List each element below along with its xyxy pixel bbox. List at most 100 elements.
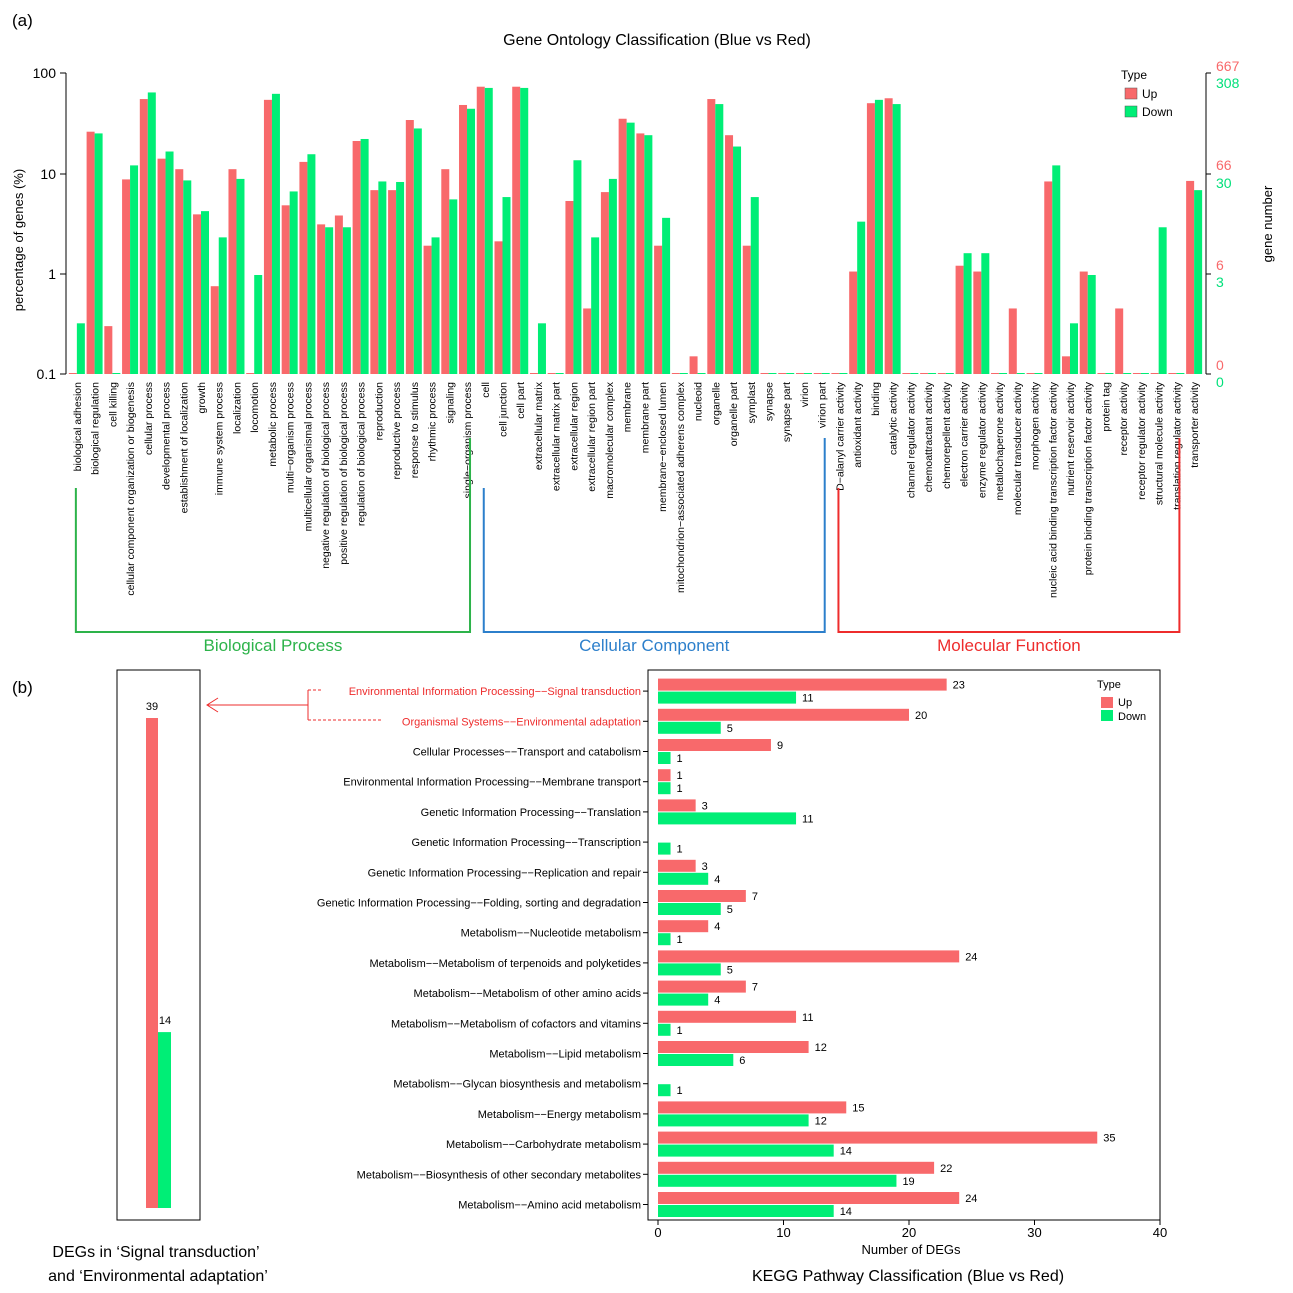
go-bar-up-stub [671,373,680,374]
go-category-label: enzyme regulator activity [976,381,988,498]
kegg-value-label: 24 [965,1193,977,1205]
kegg-bar-up [658,678,947,691]
go-left-tick-label: 10 [40,166,56,182]
go-bar-up-stub [1168,373,1177,374]
go-bar-down-stub [821,373,830,374]
go-bar-down [130,165,139,374]
go-bar-up [618,118,627,374]
go-bar-down [201,211,210,374]
go-bar-up [441,169,450,374]
kegg-value-label: 7 [752,982,758,994]
go-category-label: cell part [515,382,527,419]
go-category-label: protein binding transcription factor act… [1083,381,1095,575]
kegg-bar-up [658,1041,809,1053]
go-bar-down-stub [910,373,919,374]
go-bar-down-stub [1034,373,1043,374]
go-bar-down [502,197,511,374]
kegg-x-tick-label: 10 [776,1225,790,1240]
panel-b-label: (b) [12,678,33,697]
go-left-tick-label: 1 [48,266,56,282]
kegg-value-label: 24 [965,951,977,963]
kegg-bar-down [658,1023,671,1036]
go-bar-down [94,133,103,374]
go-bar-down [218,237,227,374]
kegg-bar-up [658,1101,847,1114]
kegg-value-label: 1 [677,783,683,795]
go-category-label: organelle [710,382,722,425]
go-category-label: locomotion [249,382,261,433]
go-category-label: metallochaperone activity [994,381,1006,500]
go-bar-down [254,274,263,374]
kegg-category-label: Genetic Information Processing−−Transcri… [412,837,641,849]
go-bar-down [981,253,990,374]
inset-down-label: 14 [159,1015,171,1027]
kegg-legend-swatch-down [1101,710,1113,721]
go-bar-down [626,122,635,374]
kegg-value-label: 14 [840,1206,852,1218]
go-bar-down [573,160,582,374]
go-category-label: extracellular matrix part [551,382,563,491]
go-bar-up [866,103,875,375]
go-bar-down [378,181,387,374]
go-bar-down [413,128,422,374]
go-bar-down [520,87,529,375]
kegg-bar-up [658,950,960,963]
go-bar-up [405,120,414,374]
go-bar-down [662,217,671,374]
go-bar-up [689,356,698,374]
kegg-value-label: 4 [714,995,720,1007]
go-bar-up [1008,308,1017,374]
kegg-bar-down [658,963,721,976]
kegg-category-label: Genetic Information Processing−−Replicat… [368,867,642,879]
go-bar-up-stub [1026,373,1035,374]
go-category-label: protein tag [1100,382,1112,432]
kegg-bar-up [658,769,671,782]
go-right-tick-down: 3 [1216,274,1224,290]
kegg-category-label: Metabolism−−Carbohydrate metabolism [446,1139,641,1151]
kegg-bar-down [658,903,721,915]
kegg-category-label: Metabolism−−Energy metabolism [478,1109,641,1121]
kegg-legend-down-label: Down [1118,711,1146,723]
go-category-label: biological regulation [90,382,102,475]
go-bar-up [1186,180,1195,374]
go-bar-up-stub [920,373,929,374]
group-bracket [482,438,826,633]
go-bar-down [165,151,174,374]
kegg-legend: Type Up Down [1097,679,1146,723]
go-category-label: mitochondrion−associated adherens comple… [675,381,687,593]
go-category-label: channel regulator activity [905,381,917,498]
go-bar-up [849,271,858,374]
go-bar-down [360,138,369,374]
kegg-bar-up [658,799,696,812]
go-legend-swatch-down [1124,105,1138,118]
kegg-category-label: Cellular Processes−−Transport and catabo… [413,747,641,759]
kegg-value-label: 1 [677,1085,683,1097]
go-category-label: synapse part [781,382,793,442]
go-bar-down [342,227,351,374]
kegg-category-label: Metabolism−−Metabolism of other amino ac… [414,988,642,1000]
go-category-label: multi−organism process [285,382,297,493]
go-bar-down [1052,165,1061,374]
kegg-value-label: 19 [902,1176,914,1188]
go-category-label: cellular process [143,382,155,455]
kegg-category-label: Environmental Information Processing−−Si… [349,686,641,698]
go-bar-up [654,245,663,374]
kegg-category-label: Metabolism−−Metabolism of terpenoids and… [370,958,642,970]
go-right-tick-up: 0 [1216,357,1224,373]
go-bar-up-stub [529,373,538,374]
go-category-label: electron carrier activity [959,381,971,487]
go-bar-up [955,265,964,374]
kegg-bar-down [658,933,671,946]
kegg-bar-down [658,1205,834,1217]
go-category-label: binding [870,382,882,416]
go-bar-down-stub [112,373,121,374]
go-bar-up [742,245,751,374]
kegg-bar-down [658,691,797,704]
kegg-legend-title: Type [1097,679,1121,691]
go-bar-up-stub [547,373,556,374]
go-bar-down [431,237,440,374]
go-bar-down-stub [786,373,795,374]
go-right-tick-down: 30 [1216,175,1232,191]
go-bar-down-stub [1016,373,1025,374]
go-category-label: membrane part [639,382,651,453]
